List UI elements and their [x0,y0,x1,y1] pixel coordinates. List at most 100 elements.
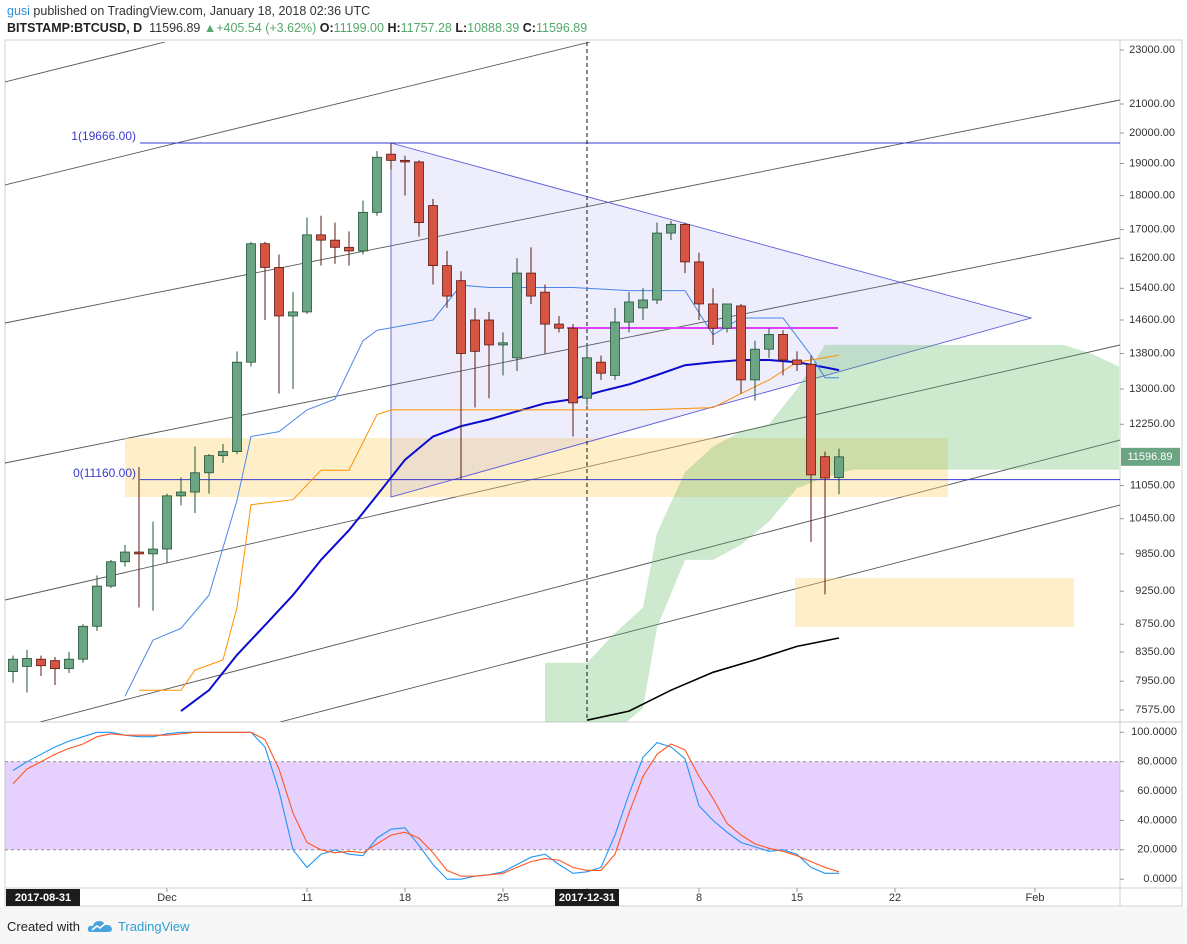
stochastic-band [5,761,1120,850]
x-tick-label: Feb [1026,892,1045,904]
channel-line [279,504,1120,722]
candle-body [442,265,452,297]
candle-body [596,361,606,374]
candle-body [92,585,102,627]
price-change: +405.54 (+3.62%) [216,21,317,35]
indicator-line [124,284,839,697]
x-cursor-badge [555,889,619,906]
header: gusi published on TradingView.com, Janua… [7,3,587,37]
publish-line: gusi published on TradingView.com, Janua… [7,3,587,20]
target-zone [795,578,1074,627]
indicator-line [139,354,840,691]
candle-body [232,361,242,452]
x-tick-label: 15 [791,892,803,904]
candle-body [414,161,424,224]
y-tick-label: 10450.00 [1129,513,1175,525]
fib-level-label: 1(19666.00) [71,129,136,143]
candle-body [806,363,816,476]
x-tick-label: 11 [301,892,312,904]
candle-body [64,658,74,670]
candle-body [176,491,186,497]
candle-body [120,551,130,563]
footer: Created with TradingView [0,907,1187,944]
stochastic-line [12,731,840,877]
y-tick-label: 9250.00 [1135,585,1175,597]
legend-line: BITSTAMP:BTCUSD, D 11596.89 ▲+405.54 (+3… [7,20,587,37]
candle-body [316,234,326,241]
candle-body [750,348,760,381]
candle-body [386,153,396,161]
y-tick-label: 8750.00 [1135,618,1175,630]
indicator-line [586,637,840,721]
y-tick-label: 8350.00 [1135,646,1175,658]
candle-body [526,272,536,297]
ichimoku-cloud [545,344,1119,722]
y-tick-label: 16200.00 [1129,252,1175,264]
candle-body [106,561,116,587]
candle-body [610,321,620,376]
publish-info: published on TradingView.com, January 18… [33,4,371,18]
candle-body [778,334,788,361]
y-tick-label: 20000.00 [1129,127,1175,139]
candle-body [470,319,480,352]
channel-line [5,42,166,83]
channel-line [5,237,1120,464]
channel-line [5,99,1120,324]
high-label: H: [387,21,401,35]
candle-body [820,456,830,479]
x-tick-label: 22 [889,892,901,904]
brand-logo [87,921,112,932]
high-value: 11757.28 [400,21,452,35]
candle-body [246,243,256,363]
candle-body [834,456,844,478]
candle-body [288,311,298,317]
candle-body [652,232,662,301]
range-start-badge [6,889,80,906]
candle-body [260,243,270,268]
y-tick-label: 18000.00 [1129,190,1175,202]
candle-body [624,301,634,323]
candle-body [302,234,312,313]
candle-body [330,239,340,248]
y-tick-label: 14600.00 [1129,314,1175,326]
x-tick-label: 2017-12-31 [559,892,615,904]
candle-body [568,327,578,404]
candle-body [708,303,718,329]
price-panel [5,42,1120,722]
candle-body [358,211,368,252]
x-tick-label: Dec [157,892,177,904]
last-price: 11596.89 [149,21,201,35]
candle-body [78,625,88,660]
candle-body [148,548,158,555]
close-label: C: [522,21,536,35]
channel-line [5,42,591,186]
y-tick-label: 60.0000 [1137,785,1177,797]
open-label: O: [319,21,334,35]
candle-body [456,280,466,354]
candle-body [218,451,228,457]
low-label: L: [455,21,468,35]
y-tick-label: 100.0000 [1131,726,1177,738]
axes: 1(19666.00) 0(11160.00) 23000.00 21000.00 20… [6,44,1180,906]
last-price-badge [1121,447,1180,466]
y-tick-label: 7950.00 [1135,675,1175,687]
candle-body [638,299,648,309]
y-tick-label: 15400.00 [1129,282,1175,294]
created-with: Created with [7,919,80,934]
brand-name[interactable]: TradingView [118,919,190,934]
y-tick-label: 13800.00 [1129,347,1175,359]
author: gusi [7,4,30,18]
y-tick-label: 0.0000 [1143,873,1177,885]
candle-body [792,359,802,365]
x-tick-label: 18 [399,892,411,904]
y-tick-label: 17000.00 [1129,223,1175,235]
candle-body [498,342,508,346]
candle-body [736,305,746,381]
candle-body [36,658,46,667]
candle-body [162,495,172,550]
y-tick-label: 9850.00 [1135,548,1175,560]
stochastic-line [12,731,839,880]
candle-body [512,272,522,359]
candle-body [8,658,18,672]
